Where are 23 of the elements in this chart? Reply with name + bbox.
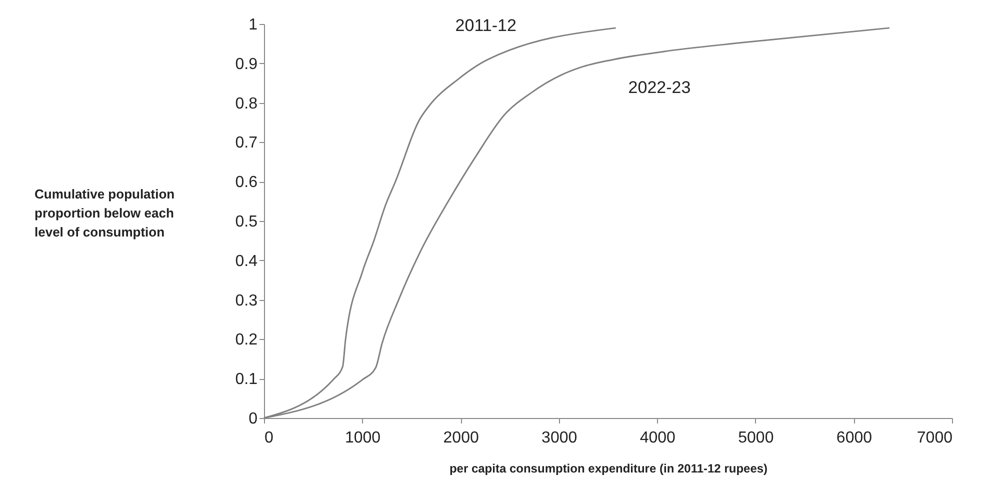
y-tick-label: 0.8: [235, 95, 258, 112]
x-tick-label: 2000: [443, 430, 479, 446]
y-tick-label: 1: [248, 16, 258, 34]
x-tick-label: 3000: [542, 430, 578, 446]
x-tick-label: 7000: [916, 430, 953, 446]
y-tick-label: 0.1: [235, 371, 258, 388]
y-tick-label: 0.4: [235, 252, 258, 270]
x-tick-label: 4000: [640, 430, 676, 446]
y-axis-title: Cumulative population proportion below each level of consumption: [34, 186, 175, 240]
x-tick-label: 6000: [836, 430, 872, 446]
y-tick-label: 0.9: [235, 56, 258, 73]
y-tick-label: 0.2: [235, 332, 258, 349]
y-tick-label: 0.3: [235, 292, 258, 310]
x-tick-label: 1000: [344, 430, 381, 446]
x-tick-label: 0: [264, 430, 274, 446]
y-tick-label: 0: [248, 410, 258, 428]
y-tick-label: 0.5: [235, 214, 258, 230]
y-tick-label: 0.6: [235, 174, 258, 192]
x-tick-label: 5000: [738, 430, 774, 446]
y-tick-label: 0.7: [235, 134, 258, 152]
series-label: 2011-12: [455, 16, 516, 35]
series-label: 2022-23: [628, 78, 691, 97]
x-axis-title: per capita consumption expenditure (in 2011-12 rupees): [449, 462, 768, 476]
